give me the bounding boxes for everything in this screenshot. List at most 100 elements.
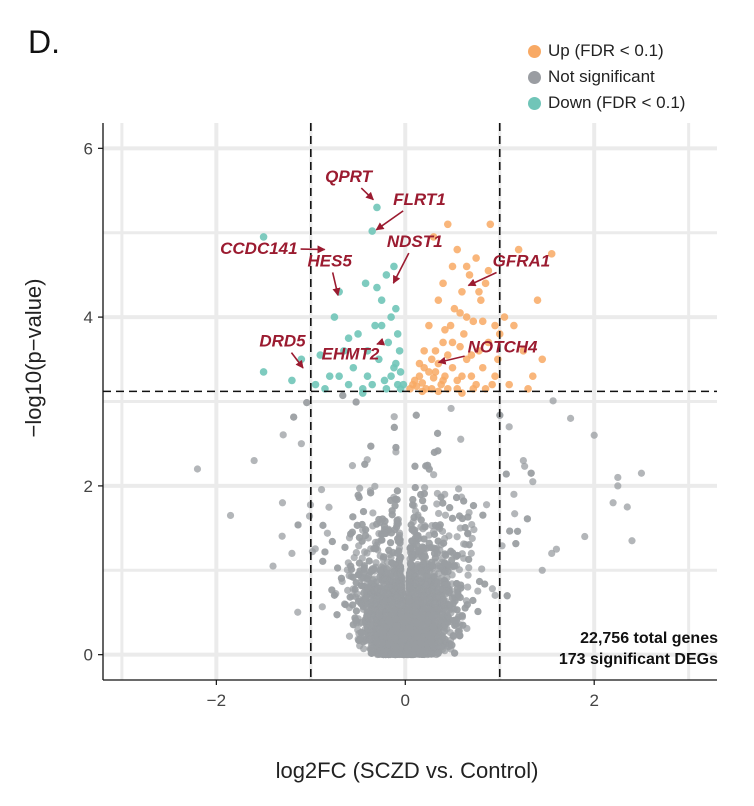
data-point-not-significant xyxy=(361,460,369,468)
data-point-not-significant xyxy=(367,442,375,450)
data-point-not-significant xyxy=(435,509,443,518)
data-point-not-significant xyxy=(488,585,496,593)
data-point-not-significant xyxy=(372,559,380,567)
data-point-not-significant xyxy=(360,645,368,653)
data-point-not-significant xyxy=(361,548,369,556)
legend-item-up: Up (FDR < 0.1) xyxy=(528,38,685,64)
data-point-not-significant xyxy=(369,509,377,517)
data-point-not-significant xyxy=(434,537,442,545)
data-point-not-significant xyxy=(348,462,357,470)
data-point-not-significant xyxy=(521,462,529,470)
data-point-not-significant xyxy=(457,435,465,443)
data-point-not-significant xyxy=(421,523,429,531)
data-point-not-significant xyxy=(478,565,486,573)
data-point-not-significant xyxy=(441,511,450,519)
data-point-not-significant xyxy=(390,413,398,421)
data-point-not-significant xyxy=(365,557,373,565)
data-point-not-significant xyxy=(453,533,461,541)
data-point-not-significant xyxy=(474,587,482,595)
data-point-not-significant xyxy=(512,540,520,548)
data-point-not-significant xyxy=(482,501,491,509)
data-point-not-significant xyxy=(453,580,461,588)
data-point-not-significant xyxy=(479,511,487,519)
data-point-not-significant xyxy=(359,507,368,516)
data-point-not-significant xyxy=(325,503,333,511)
data-point-not-significant xyxy=(464,571,472,579)
data-point-not-significant xyxy=(445,532,453,540)
data-point-not-significant xyxy=(392,443,400,452)
data-point-not-significant xyxy=(311,545,319,553)
data-point-not-significant xyxy=(305,512,314,520)
data-point-not-significant xyxy=(371,482,379,490)
data-point-not-significant xyxy=(318,603,326,611)
data-point-not-significant xyxy=(448,514,457,522)
data-point-not-significant xyxy=(452,493,461,502)
data-point-not-significant xyxy=(465,564,473,572)
data-point-not-significant xyxy=(385,546,393,554)
data-point-not-significant xyxy=(467,549,475,557)
legend-swatch-down xyxy=(528,96,541,110)
data-point-not-significant xyxy=(491,591,499,599)
legend-label-down: Down (FDR < 0.1) xyxy=(548,93,686,112)
data-point-not-significant xyxy=(461,523,469,532)
data-point-not-significant xyxy=(451,649,459,657)
data-point-not-significant xyxy=(447,547,455,555)
data-point-not-significant xyxy=(453,585,461,593)
data-point-not-significant xyxy=(349,513,357,521)
data-point-not-significant xyxy=(380,522,389,530)
data-point-not-significant xyxy=(430,471,438,479)
data-point-not-significant xyxy=(363,575,371,583)
data-point-not-significant xyxy=(455,566,463,574)
data-point-not-significant xyxy=(347,565,356,574)
data-point-not-significant xyxy=(411,462,419,470)
data-point-not-significant xyxy=(294,608,302,616)
data-point-not-significant xyxy=(333,611,341,619)
data-point-not-significant xyxy=(409,501,417,509)
data-point-not-significant xyxy=(511,510,519,518)
data-point-not-significant xyxy=(393,487,401,495)
data-point-not-significant xyxy=(356,484,364,492)
legend-label-up: Up (FDR < 0.1) xyxy=(548,41,664,60)
data-point-not-significant xyxy=(371,538,380,546)
data-point-not-significant xyxy=(503,592,511,600)
data-point-not-significant xyxy=(390,423,398,431)
data-point-not-significant xyxy=(447,404,455,413)
data-point-not-significant xyxy=(323,529,332,537)
not-significant-points xyxy=(193,391,646,659)
panel-label: D. xyxy=(28,24,60,60)
data-point-not-significant xyxy=(421,484,429,492)
data-point-not-significant xyxy=(380,553,388,561)
legend-item-down: Down (FDR < 0.1) xyxy=(528,90,685,116)
data-point-not-significant xyxy=(460,540,468,548)
data-point-not-significant xyxy=(468,534,476,543)
data-point-not-significant xyxy=(468,520,476,529)
data-point-not-significant xyxy=(344,586,352,594)
data-point-not-significant xyxy=(341,600,350,609)
data-point-not-significant xyxy=(393,495,401,504)
data-point-not-significant xyxy=(352,549,360,557)
data-point-not-significant xyxy=(434,648,443,656)
data-point-not-significant xyxy=(317,485,326,494)
data-point-not-significant xyxy=(341,543,349,551)
data-point-not-significant xyxy=(352,579,360,587)
legend-label-not-significant: Not significant xyxy=(548,67,655,86)
data-point-not-significant xyxy=(469,596,477,605)
data-point-not-significant xyxy=(378,536,386,544)
data-point-not-significant xyxy=(345,632,354,640)
data-point-not-significant xyxy=(549,397,557,405)
data-point-not-significant xyxy=(279,431,287,439)
legend-item-not-significant: Not significant xyxy=(528,64,685,90)
data-point-not-significant xyxy=(419,497,427,505)
data-point-not-significant xyxy=(420,504,428,512)
data-point-not-significant xyxy=(412,411,420,419)
data-point-not-significant xyxy=(346,593,354,601)
data-point-not-significant xyxy=(464,513,472,521)
data-point-not-significant xyxy=(455,485,463,493)
data-point-not-significant xyxy=(358,582,366,590)
data-point-not-significant xyxy=(278,532,286,540)
legend-swatch-not-significant xyxy=(528,70,541,84)
legend-swatch-up xyxy=(528,44,541,58)
data-point-not-significant xyxy=(433,500,441,508)
